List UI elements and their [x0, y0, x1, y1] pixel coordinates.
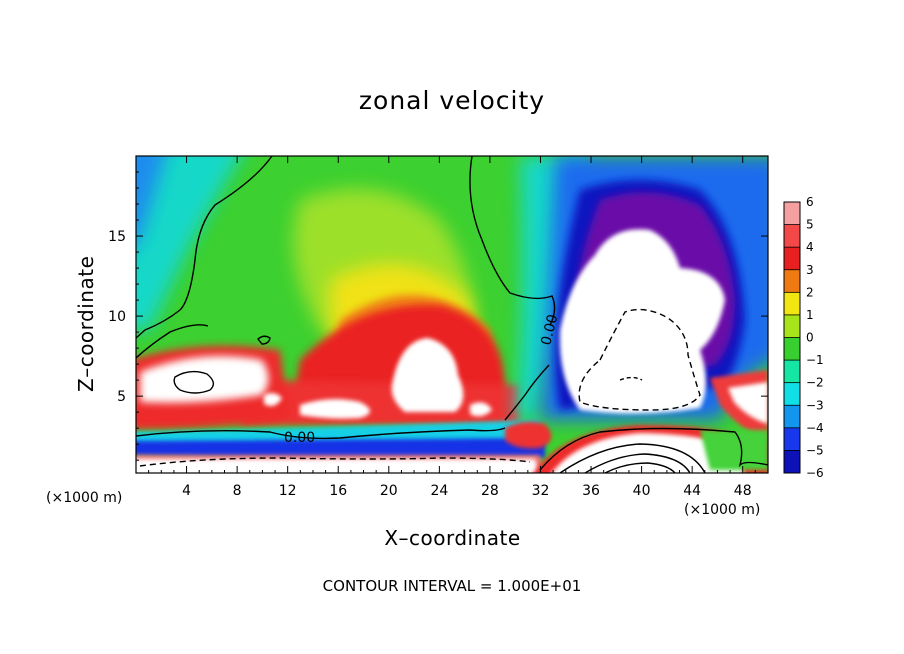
colorbar-segment [784, 360, 800, 384]
colorbar-segment [784, 247, 800, 271]
colorbar-label: 1 [806, 308, 814, 322]
contour-lines [136, 156, 768, 473]
contour-label: 0.00 [538, 313, 561, 347]
x-tick-label: 44 [683, 483, 701, 499]
y-axis-ticks: 5 10 15 [108, 171, 768, 461]
y-tick-label: 15 [108, 229, 126, 245]
contour-right-bottom-zero [539, 427, 768, 471]
field-mid-blob-red [505, 421, 552, 449]
x-tick-label: 36 [582, 483, 600, 499]
x-tick-label: 12 [279, 483, 297, 499]
field-right-white-core [559, 229, 725, 414]
contour-loop-left [173, 370, 215, 394]
colorbar-label: −4 [806, 421, 824, 435]
colorbar-segment [784, 269, 800, 293]
chart-title: zonal velocity [358, 86, 546, 115]
contour-zero-band [136, 427, 506, 440]
x-tick-label: 20 [380, 483, 398, 499]
colorbar-label: 3 [806, 263, 814, 277]
colorbar-label: 0 [806, 331, 814, 345]
x-tick-label: 40 [633, 483, 651, 499]
colorbar-label: 2 [806, 285, 814, 299]
contour-zero-center-lower [504, 364, 550, 421]
colorbar-segment [784, 292, 800, 316]
field-gap-green [700, 430, 768, 470]
x-tick-label: 48 [734, 483, 752, 499]
colorbar-label: 4 [806, 240, 814, 254]
x-tick-label: 8 [233, 483, 242, 499]
contour-dashed-small [619, 376, 643, 381]
colorbar-segment [784, 202, 800, 226]
colorbar-segment [784, 382, 800, 406]
colorbar-label: −5 [806, 443, 824, 457]
contour-dashed-surface [139, 457, 531, 467]
field-left-cyan [136, 156, 241, 330]
y-axis-label: Z–coordinate [74, 256, 98, 392]
contour-right-surface-2 [584, 453, 691, 473]
heatmap-field [136, 156, 768, 473]
colorbar-label: 5 [806, 218, 814, 232]
x-axis-ticks: 4 8 12 16 20 24 28 32 36 40 44 48 [148, 156, 756, 499]
colorbar-label: −6 [806, 466, 824, 480]
field-left-blue [136, 156, 166, 244]
field-lower-blue [136, 438, 545, 459]
contour-zero-center [469, 156, 556, 326]
colorbar-segment [784, 314, 800, 338]
colorbar-label: 6 [806, 195, 814, 209]
y-tick-label: 5 [117, 389, 126, 405]
contour-dashed-right [578, 308, 701, 411]
colorbar: 6 5 4 3 2 1 0 −1 −2 −3 −4 −5 −6 [783, 195, 824, 480]
field-center-white-core [391, 338, 464, 412]
contour-right-surface-1 [559, 443, 706, 473]
field-center-white-blobs [264, 393, 492, 419]
field-right-edge-white [728, 382, 768, 424]
colorbar-label: −1 [806, 353, 824, 367]
y-axis-scale-note: (×1000 m) [684, 502, 761, 518]
contour-loop-left-small [257, 335, 271, 345]
x-tick-label: 24 [430, 483, 448, 499]
contour-right-surface-3 [604, 462, 676, 473]
colorbar-segment [784, 405, 800, 429]
x-tick-label: 28 [481, 483, 499, 499]
contour-label-group: 0.00 0.00 [284, 313, 561, 446]
field-surface-band-white [136, 459, 539, 473]
colorbar-label: −2 [806, 376, 824, 390]
colorbar-segment [784, 224, 800, 248]
y-tick-label: 10 [108, 309, 126, 325]
colorbar-segment [784, 427, 800, 451]
x-tick-label: 16 [329, 483, 347, 499]
x-tick-label: 4 [182, 483, 191, 499]
x-axis-label: X–coordinate [384, 526, 521, 550]
contour-interval-note: CONTOUR INTERVAL = 1.000E+01 [322, 577, 582, 595]
colorbar-segment [784, 450, 800, 474]
contour-zero-left [136, 156, 273, 339]
field-left-jet-white [140, 356, 269, 403]
x-axis-scale-note: (×1000 m) [46, 490, 123, 506]
colorbar-label: −3 [806, 398, 824, 412]
colorbar-segment [784, 337, 800, 361]
contour-zero-left-lower [136, 324, 209, 359]
x-tick-label: 32 [532, 483, 550, 499]
contour-label: 0.00 [284, 430, 315, 446]
field-right-bottom-white [551, 433, 744, 473]
